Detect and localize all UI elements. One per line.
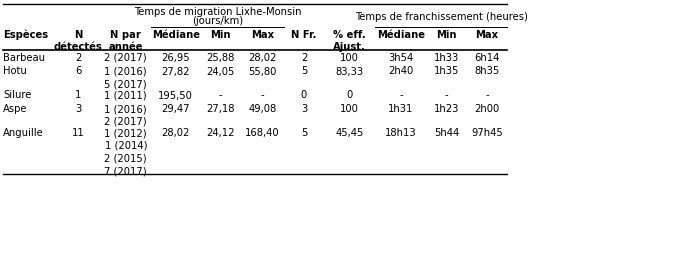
Text: N
détectés: N détectés — [54, 29, 103, 52]
Text: 28,02: 28,02 — [162, 128, 190, 138]
Text: -: - — [399, 90, 403, 101]
Text: Max: Max — [475, 29, 498, 40]
Text: 26,95: 26,95 — [161, 53, 190, 63]
Text: 1h33: 1h33 — [434, 53, 459, 63]
Text: 100: 100 — [340, 53, 359, 63]
Text: 1: 1 — [75, 90, 82, 101]
Text: 6h14: 6h14 — [474, 53, 500, 63]
Text: -: - — [260, 90, 265, 101]
Text: 24,12: 24,12 — [207, 128, 235, 138]
Text: Aspe: Aspe — [3, 104, 28, 114]
Text: Silure: Silure — [3, 90, 32, 101]
Text: Temps de franchissement (heures): Temps de franchissement (heures) — [355, 11, 528, 22]
Text: Médiane: Médiane — [377, 29, 425, 40]
Text: (jours/km): (jours/km) — [192, 17, 243, 26]
Text: N Fr.: N Fr. — [291, 29, 317, 40]
Text: 2h40: 2h40 — [388, 67, 413, 76]
Text: 168,40: 168,40 — [245, 128, 279, 138]
Text: 1h35: 1h35 — [434, 67, 459, 76]
Text: Hotu: Hotu — [3, 67, 27, 76]
Text: 25,88: 25,88 — [207, 53, 235, 63]
Text: 28,02: 28,02 — [248, 53, 277, 63]
Text: Espèces: Espèces — [3, 29, 48, 40]
Text: Anguille: Anguille — [3, 128, 44, 138]
Text: 83,33: 83,33 — [335, 67, 364, 76]
Text: 1h23: 1h23 — [434, 104, 459, 114]
Text: 0: 0 — [346, 90, 353, 101]
Text: Min: Min — [436, 29, 457, 40]
Text: 1h31: 1h31 — [388, 104, 413, 114]
Text: 29,47: 29,47 — [162, 104, 190, 114]
Text: 3: 3 — [301, 104, 307, 114]
Text: 24,05: 24,05 — [207, 67, 235, 76]
Text: 0: 0 — [301, 90, 307, 101]
Text: 195,50: 195,50 — [158, 90, 193, 101]
Text: 55,80: 55,80 — [248, 67, 277, 76]
Text: 1 (2012)
1 (2014)
2 (2015)
7 (2017): 1 (2012) 1 (2014) 2 (2015) 7 (2017) — [105, 128, 147, 176]
Text: 2: 2 — [75, 53, 82, 63]
Text: 97h45: 97h45 — [471, 128, 503, 138]
Text: 3h54: 3h54 — [388, 53, 413, 63]
Text: -: - — [445, 90, 448, 101]
Text: 27,82: 27,82 — [162, 67, 190, 76]
Text: 27,18: 27,18 — [207, 104, 235, 114]
Text: 3: 3 — [75, 104, 82, 114]
Text: 100: 100 — [340, 104, 359, 114]
Text: -: - — [219, 90, 222, 101]
Text: 2 (2017): 2 (2017) — [105, 53, 147, 63]
Text: Max: Max — [251, 29, 274, 40]
Text: Barbeau: Barbeau — [3, 53, 46, 63]
Text: 2h00: 2h00 — [474, 104, 500, 114]
Text: Temps de migration Lixhe-Monsin: Temps de migration Lixhe-Monsin — [134, 7, 301, 17]
Text: 1 (2016)
5 (2017): 1 (2016) 5 (2017) — [105, 67, 147, 89]
Text: 2: 2 — [301, 53, 307, 63]
Text: 5: 5 — [301, 67, 307, 76]
Text: Min: Min — [210, 29, 231, 40]
Text: 8h35: 8h35 — [474, 67, 500, 76]
Text: 6: 6 — [75, 67, 82, 76]
Text: -: - — [485, 90, 489, 101]
Text: 49,08: 49,08 — [248, 104, 277, 114]
Text: 5: 5 — [301, 128, 307, 138]
Text: 11: 11 — [72, 128, 84, 138]
Text: 1 (2011): 1 (2011) — [105, 90, 147, 101]
Text: 45,45: 45,45 — [335, 128, 364, 138]
Text: 1 (2016)
2 (2017): 1 (2016) 2 (2017) — [105, 104, 147, 127]
Text: N par
année: N par année — [109, 29, 143, 52]
Text: 18h13: 18h13 — [385, 128, 417, 138]
Text: 5h44: 5h44 — [434, 128, 459, 138]
Text: % eff.
Ajust.: % eff. Ajust. — [333, 29, 366, 52]
Text: Médiane: Médiane — [152, 29, 200, 40]
